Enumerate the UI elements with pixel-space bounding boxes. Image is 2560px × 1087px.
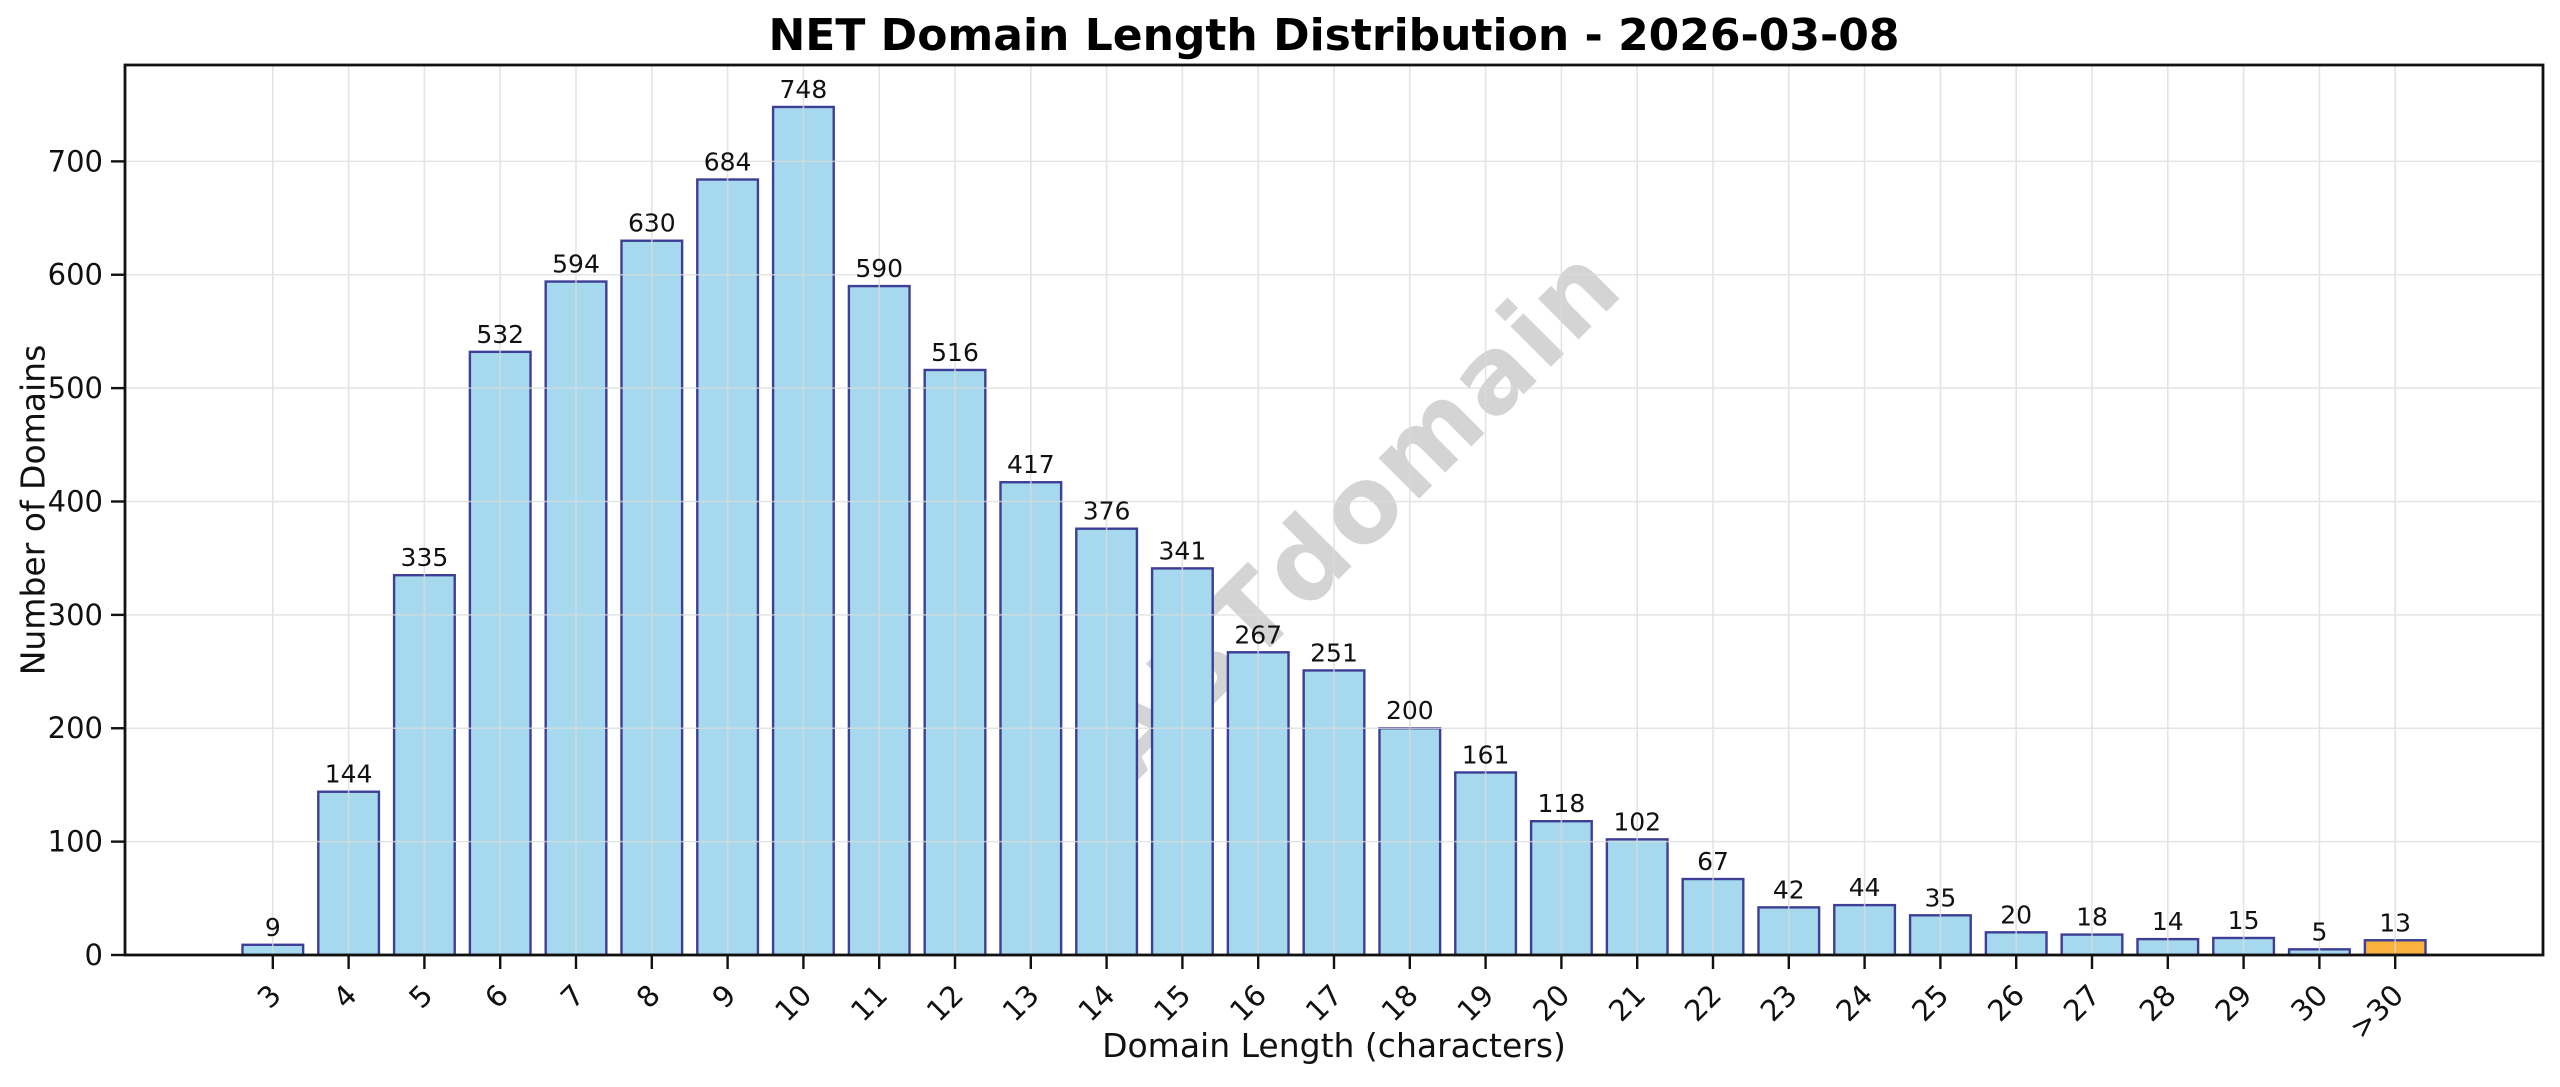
x-tick-label: 21 bbox=[1602, 978, 1652, 1028]
x-tick-label: 5 bbox=[402, 978, 439, 1015]
y-tick-label: 300 bbox=[48, 598, 103, 632]
x-tick-label: 29 bbox=[2208, 978, 2258, 1028]
bar-value-label: 20 bbox=[2000, 900, 2032, 929]
bar-value-label: 42 bbox=[1773, 875, 1805, 904]
x-tick-label: 18 bbox=[1375, 978, 1425, 1028]
grid-group bbox=[125, 65, 2543, 956]
bar-value-label: 35 bbox=[1924, 883, 1956, 912]
bar-value-label: 684 bbox=[704, 148, 752, 177]
x-tick-label: 11 bbox=[844, 978, 894, 1028]
bar-value-label: 748 bbox=[780, 75, 828, 104]
bar-value-label: 161 bbox=[1462, 740, 1510, 769]
bar-value-label: 118 bbox=[1538, 789, 1586, 818]
y-tick-label: 100 bbox=[48, 825, 103, 859]
bar-value-label: 5 bbox=[2311, 917, 2327, 946]
bar-value-label: 417 bbox=[1007, 450, 1055, 479]
x-tick-label: 17 bbox=[1299, 978, 1349, 1028]
y-tick-label: 200 bbox=[48, 711, 103, 745]
x-tick-label: 27 bbox=[2057, 978, 2107, 1028]
bar-value-label: 590 bbox=[855, 254, 903, 283]
x-tick-label: 25 bbox=[1905, 978, 1955, 1028]
x-tick-label: 12 bbox=[920, 978, 970, 1028]
x-tick-label: 14 bbox=[1071, 978, 1121, 1028]
bar-value-label: 14 bbox=[2152, 907, 2184, 936]
bar-value-label: 200 bbox=[1386, 696, 1434, 725]
y-tick-label: 700 bbox=[48, 144, 103, 178]
bar-value-label: 144 bbox=[325, 760, 373, 789]
y-tick-label: 400 bbox=[48, 484, 103, 518]
x-tick-label: 8 bbox=[630, 978, 667, 1015]
bar-value-label: 341 bbox=[1159, 536, 1207, 565]
x-tick-label: 7 bbox=[554, 978, 591, 1015]
bar-value-labels-group: 9 144 335 532 594 630 684 748 590 516 417 376 341 267… bbox=[265, 75, 2411, 946]
bar-value-label: 516 bbox=[931, 338, 979, 367]
x-tick-label: 10 bbox=[768, 978, 818, 1028]
x-tick-label: 9 bbox=[705, 978, 742, 1015]
x-tick-label: 28 bbox=[2133, 978, 2183, 1028]
x-tick-label: 22 bbox=[1678, 978, 1728, 1028]
bar-value-label: 67 bbox=[1697, 847, 1729, 876]
y-axis-ticks-group: 0 100 200 300 400 500 600 700 bbox=[48, 144, 125, 972]
bar-value-label: 15 bbox=[2228, 906, 2260, 935]
x-tick-label: 4 bbox=[326, 978, 363, 1015]
x-tick-label: 15 bbox=[1147, 978, 1197, 1028]
x-tick-label: 19 bbox=[1450, 978, 1500, 1028]
x-tick-label: 6 bbox=[478, 978, 515, 1015]
bar-value-label: 13 bbox=[2379, 908, 2411, 937]
x-tick-label: 24 bbox=[1829, 978, 1879, 1028]
bar-value-label: 251 bbox=[1310, 638, 1358, 667]
x-tick-label: 13 bbox=[996, 978, 1046, 1028]
x-tick-label: >30 bbox=[2343, 978, 2410, 1045]
x-tick-label: 20 bbox=[1526, 978, 1576, 1028]
x-tick-label: 30 bbox=[2284, 978, 2334, 1028]
bar-value-label: 18 bbox=[2076, 903, 2108, 932]
chart-title: NET Domain Length Distribution - 2026-03… bbox=[768, 10, 1900, 61]
bar-value-label: 102 bbox=[1613, 807, 1661, 836]
bar-value-label: 594 bbox=[552, 250, 600, 279]
bars-group bbox=[241, 105, 2427, 957]
x-axis-ticks-group: 3 4 5 6 7 8 9 10 11 12 13 14 15 16 17 18 19 20 21 22 23 24 25 2… bbox=[251, 955, 2410, 1045]
y-tick-label: 500 bbox=[48, 371, 103, 405]
y-tick-label: 600 bbox=[48, 258, 103, 292]
bar-value-label: 44 bbox=[1849, 873, 1881, 902]
x-axis-label: Domain Length (characters) bbox=[1102, 1026, 1566, 1065]
bar-value-label: 630 bbox=[628, 209, 676, 238]
bar-value-label: 267 bbox=[1234, 620, 1282, 649]
bar-value-label: 9 bbox=[265, 913, 281, 942]
bar-value-label: 376 bbox=[1083, 497, 1131, 526]
x-tick-label: 23 bbox=[1754, 978, 1804, 1028]
bar-value-label: 532 bbox=[476, 320, 524, 349]
x-tick-label: 26 bbox=[1981, 978, 2031, 1028]
bar-value-label: 335 bbox=[401, 543, 449, 572]
y-tick-label: 0 bbox=[85, 938, 103, 972]
x-tick-label: 3 bbox=[251, 978, 288, 1015]
x-tick-label: 16 bbox=[1223, 978, 1273, 1028]
